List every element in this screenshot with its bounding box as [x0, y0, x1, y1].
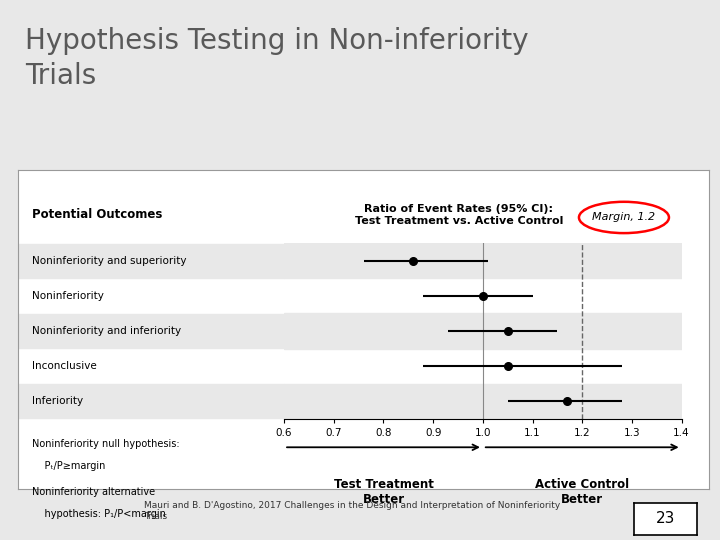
Text: Noninferiority null hypothesis:: Noninferiority null hypothesis:	[32, 439, 179, 449]
Text: Mauri and B. D'Agostino, 2017 Challenges in the Design and Interpretation of Non: Mauri and B. D'Agostino, 2017 Challenges…	[144, 501, 560, 521]
Text: Inferiority: Inferiority	[32, 396, 83, 406]
Text: Pₜ/P⁣≥margin: Pₜ/P⁣≥margin	[32, 461, 105, 471]
Bar	[18, 244, 284, 278]
Bar	[284, 313, 682, 348]
Text: Noninferiority: Noninferiority	[32, 291, 104, 301]
Text: Margin, 1.2: Margin, 1.2	[593, 212, 655, 222]
Bar	[284, 244, 682, 279]
Text: Noninferiority alternative: Noninferiority alternative	[32, 487, 155, 497]
Text: Active Control
Better: Active Control Better	[535, 478, 629, 506]
Bar	[18, 314, 284, 348]
Text: Potential Outcomes: Potential Outcomes	[32, 208, 162, 221]
Text: Ratio of Event Rates (95% CI):
Test Treatment vs. Active Control: Ratio of Event Rates (95% CI): Test Trea…	[355, 204, 563, 226]
Text: Noninferiority and superiority: Noninferiority and superiority	[32, 256, 186, 266]
Text: Inconclusive: Inconclusive	[32, 361, 96, 371]
Bar	[284, 383, 682, 418]
Bar	[18, 384, 284, 418]
Text: Test Treatment
Better: Test Treatment Better	[333, 478, 433, 506]
Text: Hypothesis Testing in Non-inferiority
Trials: Hypothesis Testing in Non-inferiority Tr…	[25, 27, 528, 90]
Text: Noninferiority and inferiority: Noninferiority and inferiority	[32, 326, 181, 336]
Text: hypothesis: P₁/P⁣<margin: hypothesis: P₁/P⁣<margin	[32, 509, 166, 519]
Text: 23: 23	[656, 511, 675, 526]
